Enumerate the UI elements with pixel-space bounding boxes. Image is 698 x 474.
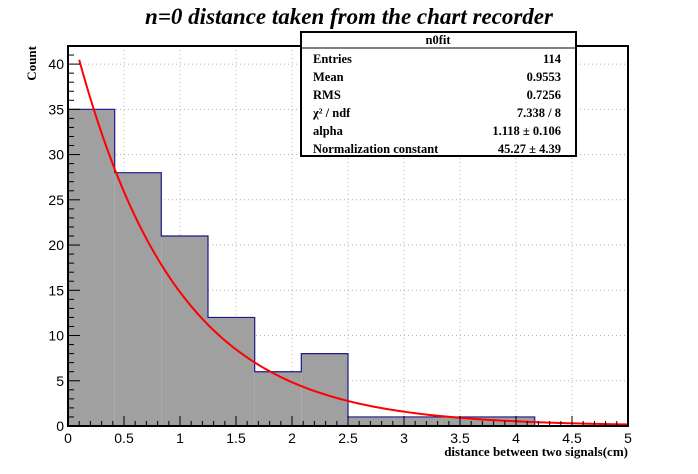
y-tick-label: 0: [56, 418, 64, 434]
stats-row-value: 1.118 ± 0.106: [492, 124, 561, 138]
y-tick-label: 35: [48, 101, 64, 117]
y-axis-ticks: 0 5 10 15 20 25 30 35 40: [48, 45, 80, 434]
histogram-bar: [441, 416, 488, 426]
chart-title: n=0 distance taken from the chart record…: [145, 4, 554, 29]
x-axis-ticks: 0 0.5 1 1.5 2 2.5 3 3.5 4 4.5 5: [64, 416, 632, 446]
y-tick-label: 5: [56, 373, 64, 389]
stats-row-label: RMS: [313, 88, 341, 102]
stats-box-title: n0fit: [426, 33, 452, 47]
x-tick-label: 3.5: [450, 430, 470, 446]
stats-row-value: 0.9553: [527, 70, 561, 84]
x-tick-label: 3: [400, 430, 408, 446]
stats-row-label: Mean: [313, 70, 344, 84]
x-tick-label: 2.5: [338, 430, 358, 446]
x-tick-label: 1.5: [226, 430, 246, 446]
stats-row-label: Normalization constant: [313, 142, 439, 156]
y-axis-label: Count: [24, 45, 39, 80]
stats-box: n0fit Entries 114 Mean 0.9553 RMS 0.7256 χ² / …: [300, 31, 577, 157]
x-axis-label: distance between two signals(cm): [444, 444, 628, 459]
histogram-outline: [67, 108, 628, 427]
y-tick-label: 10: [48, 328, 64, 344]
histogram-bar: [394, 416, 442, 426]
x-tick-label: 0: [64, 430, 72, 446]
fit-curve: [78, 59, 629, 426]
y-tick-label: 40: [48, 56, 64, 72]
histogram-bar: [114, 172, 162, 426]
stats-row-label: alpha: [313, 124, 344, 138]
histogram-bar: [68, 109, 115, 426]
stats-row-value: 7.338 / 8: [517, 106, 561, 120]
y-tick-label: 20: [48, 237, 64, 253]
histogram-bar: [348, 416, 395, 426]
x-tick-label: 1: [176, 430, 184, 446]
x-tick-label: 4: [512, 430, 520, 446]
histogram-bar: [161, 236, 208, 426]
histogram-bar: [208, 317, 255, 426]
stats-row-value: 0.7256: [527, 88, 561, 102]
x-tick-label: 2: [288, 430, 296, 446]
x-tick-label: 5: [624, 430, 632, 446]
stats-row-value: 45.27 ± 4.39: [498, 142, 561, 156]
x-tick-label: 4.5: [562, 430, 582, 446]
y-tick-label: 15: [48, 282, 64, 298]
histogram-bars: [67, 108, 628, 427]
y-tick-label: 30: [48, 147, 64, 163]
stats-row-value: 114: [543, 52, 562, 66]
x-tick-label: 0.5: [114, 430, 134, 446]
histogram-bar: [254, 371, 302, 426]
stats-row-label: χ² / ndf: [312, 106, 351, 120]
y-tick-label: 25: [48, 192, 64, 208]
stats-row-label: Entries: [313, 52, 352, 66]
